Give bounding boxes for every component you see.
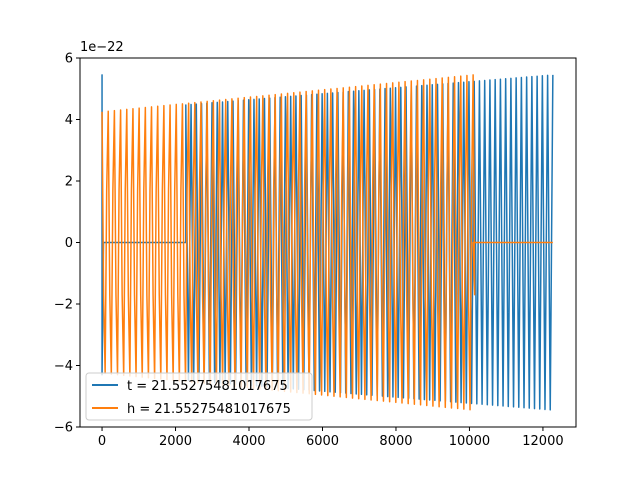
y-tick-label: −6 [54, 421, 73, 436]
y-offset-label: 1e−22 [80, 40, 124, 55]
x-tick-label: 10000 [449, 434, 490, 449]
y-tick-label: 0 [65, 236, 73, 251]
legend-label-h: h = 21.55275481017675 [127, 402, 291, 417]
y-tick-label: −2 [54, 298, 73, 313]
y-axis: −6 −4 −2 0 2 4 6 [54, 52, 80, 436]
y-tick-label: 2 [65, 175, 73, 190]
y-tick-label: 4 [65, 113, 73, 128]
x-tick-label: 0 [98, 434, 106, 449]
y-tick-label: 6 [65, 52, 73, 67]
x-tick-label: 6000 [306, 434, 339, 449]
series-layer [101, 74, 554, 411]
x-axis: 0 2000 4000 6000 8000 10000 12000 [98, 427, 564, 449]
legend-box [85, 372, 313, 421]
y-tick-label: −4 [54, 359, 73, 374]
series-line-h [101, 74, 553, 411]
x-tick-label: 8000 [379, 434, 412, 449]
x-tick-label: 4000 [232, 434, 265, 449]
x-tick-label: 2000 [159, 434, 192, 449]
x-tick-label: 12000 [522, 434, 563, 449]
legend: t = 21.55275481017675 h = 21.55275481017… [85, 372, 313, 421]
legend-label-t: t = 21.55275481017675 [127, 379, 288, 394]
